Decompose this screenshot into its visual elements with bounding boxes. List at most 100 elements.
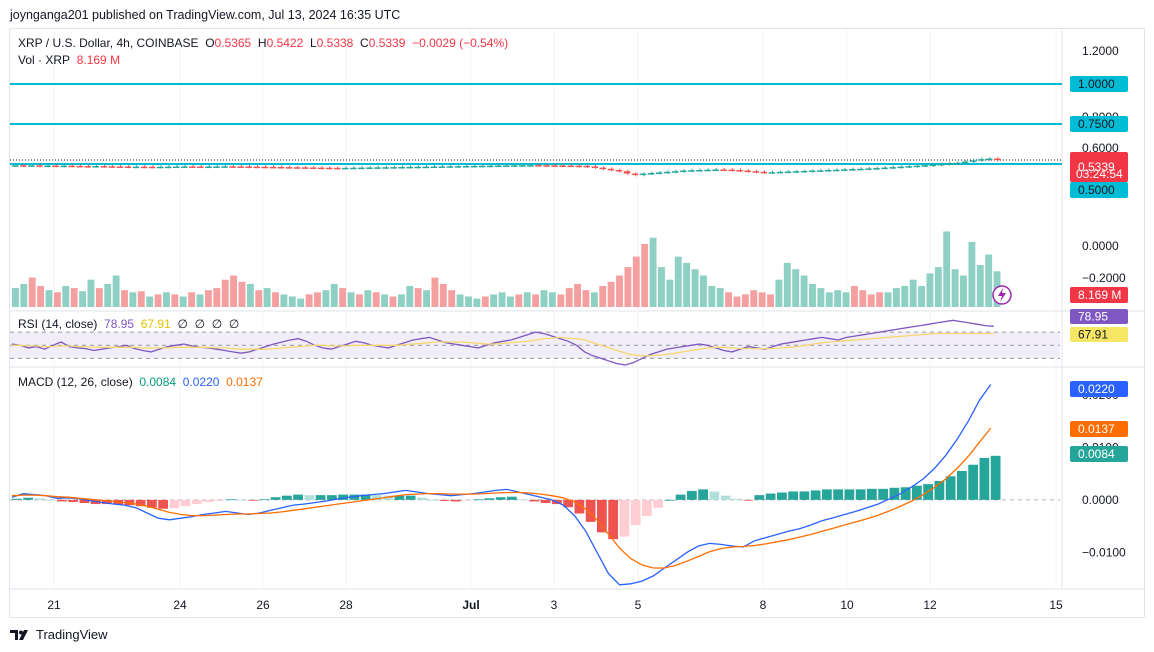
volume-bar — [632, 256, 640, 307]
volume-bar — [934, 267, 942, 307]
macd-histogram-bar — [327, 495, 337, 500]
macd-histogram-bar — [158, 499, 168, 509]
candle — [567, 165, 574, 168]
macd-label[interactable]: MACD (12, 26, close) — [18, 375, 133, 389]
candle — [293, 167, 301, 169]
candle — [60, 165, 67, 168]
macd-histogram-bar — [788, 491, 798, 500]
candle — [527, 165, 534, 167]
tradingview-footer[interactable]: TradingView — [10, 627, 108, 642]
macd-histogram-bar — [900, 487, 911, 500]
macd-histogram-bar — [45, 499, 56, 501]
candle — [543, 165, 550, 167]
candle — [261, 166, 269, 169]
macd-tick-label: 0.0000 — [1082, 493, 1119, 507]
volume-bar — [95, 288, 103, 307]
volume-bar — [599, 286, 607, 307]
macd-histogram-bar — [270, 497, 281, 500]
volume-bar — [389, 296, 397, 307]
candle — [229, 166, 236, 168]
volume-bar — [582, 290, 590, 307]
candle — [881, 167, 888, 170]
rsi-ma-axis-label: 67.91 — [1078, 328, 1108, 342]
open-value: 0.5365 — [214, 36, 252, 50]
macd-tick-label: −0.0100 — [1082, 545, 1126, 559]
volume-bar — [163, 292, 170, 307]
macd-histogram-bar — [282, 495, 292, 500]
candle — [333, 167, 341, 170]
macd-line-value: 0.0220 — [182, 375, 220, 389]
macd-histogram-bar — [642, 499, 652, 517]
candle — [800, 170, 808, 173]
tradingview-logo-icon — [10, 629, 28, 640]
volume-bar — [204, 290, 212, 307]
candle — [52, 165, 59, 168]
macd-histogram-bar — [57, 499, 67, 502]
candle — [663, 171, 671, 174]
candle — [28, 165, 35, 167]
candle — [760, 171, 768, 174]
signal-axis-label-bg — [1070, 421, 1128, 437]
volume-bar — [146, 296, 154, 307]
macd-histogram-bar — [192, 499, 202, 505]
volume-bar — [842, 292, 850, 307]
rsi-axis-label-bg — [1070, 309, 1128, 324]
x-tick-label: 24 — [173, 598, 187, 612]
candle — [462, 166, 470, 168]
candle — [865, 168, 872, 170]
candle — [301, 167, 309, 169]
candle — [253, 166, 261, 169]
volume-bar — [825, 292, 833, 307]
volume-bar — [79, 291, 87, 307]
volume-bar — [347, 292, 355, 307]
volume-bar — [565, 288, 573, 307]
volume-bar — [817, 288, 825, 307]
rsi-label[interactable]: RSI (14, close) — [18, 317, 98, 331]
macd-histogram-bar — [968, 464, 978, 500]
chart-canvas[interactable]: 1.20000.80000.60000.0000−0.20000.02000.0… — [10, 29, 1144, 617]
macd-histogram-bar — [732, 498, 742, 500]
volume-bar — [758, 292, 766, 307]
volume-bar — [666, 279, 674, 307]
level-05-label-bg — [1070, 182, 1128, 198]
macd-histogram-bar — [990, 455, 1001, 500]
candle — [728, 169, 735, 172]
volume-bar — [406, 286, 414, 307]
macd-histogram-bar — [214, 499, 225, 501]
high-value: 0.5422 — [266, 36, 304, 50]
macd-histogram-bar — [743, 499, 753, 501]
candle — [519, 165, 526, 167]
chart-container[interactable]: 1.20000.80000.60000.0000−0.20000.02000.0… — [9, 28, 1145, 618]
candle — [591, 166, 599, 168]
candle — [672, 171, 679, 173]
volume-bar — [850, 286, 858, 307]
volume-label[interactable]: Vol · XRP — [18, 53, 71, 67]
macd-histogram-bar — [394, 495, 405, 500]
candle — [454, 166, 462, 168]
candle — [792, 171, 800, 173]
candle — [897, 166, 904, 169]
candle — [953, 162, 961, 165]
volume-bar — [716, 288, 724, 307]
rsi-pane — [10, 319, 1060, 366]
volume-bar — [179, 296, 187, 307]
macd-histogram-bar — [664, 499, 675, 501]
volume-bar — [381, 294, 389, 307]
macd-histogram-bar — [957, 471, 967, 500]
candle — [502, 165, 510, 167]
candle — [913, 165, 921, 168]
macd-histogram-bar — [698, 489, 708, 500]
published-header: joynganga201 published on TradingView.co… — [10, 8, 401, 22]
macd-histogram-bar — [68, 499, 78, 502]
volume-bar — [339, 288, 347, 307]
volume-bar — [750, 290, 758, 307]
macd-histogram-bar — [619, 499, 630, 537]
candle — [285, 167, 293, 169]
candle — [905, 166, 912, 168]
macd-histogram-bar — [180, 499, 191, 507]
symbol-title[interactable]: XRP / U.S. Dollar, 4h, COINBASE — [18, 36, 199, 50]
volume-bar — [213, 288, 221, 307]
candle — [832, 169, 840, 172]
candle — [470, 165, 478, 168]
macd-histogram-bar — [563, 499, 573, 508]
